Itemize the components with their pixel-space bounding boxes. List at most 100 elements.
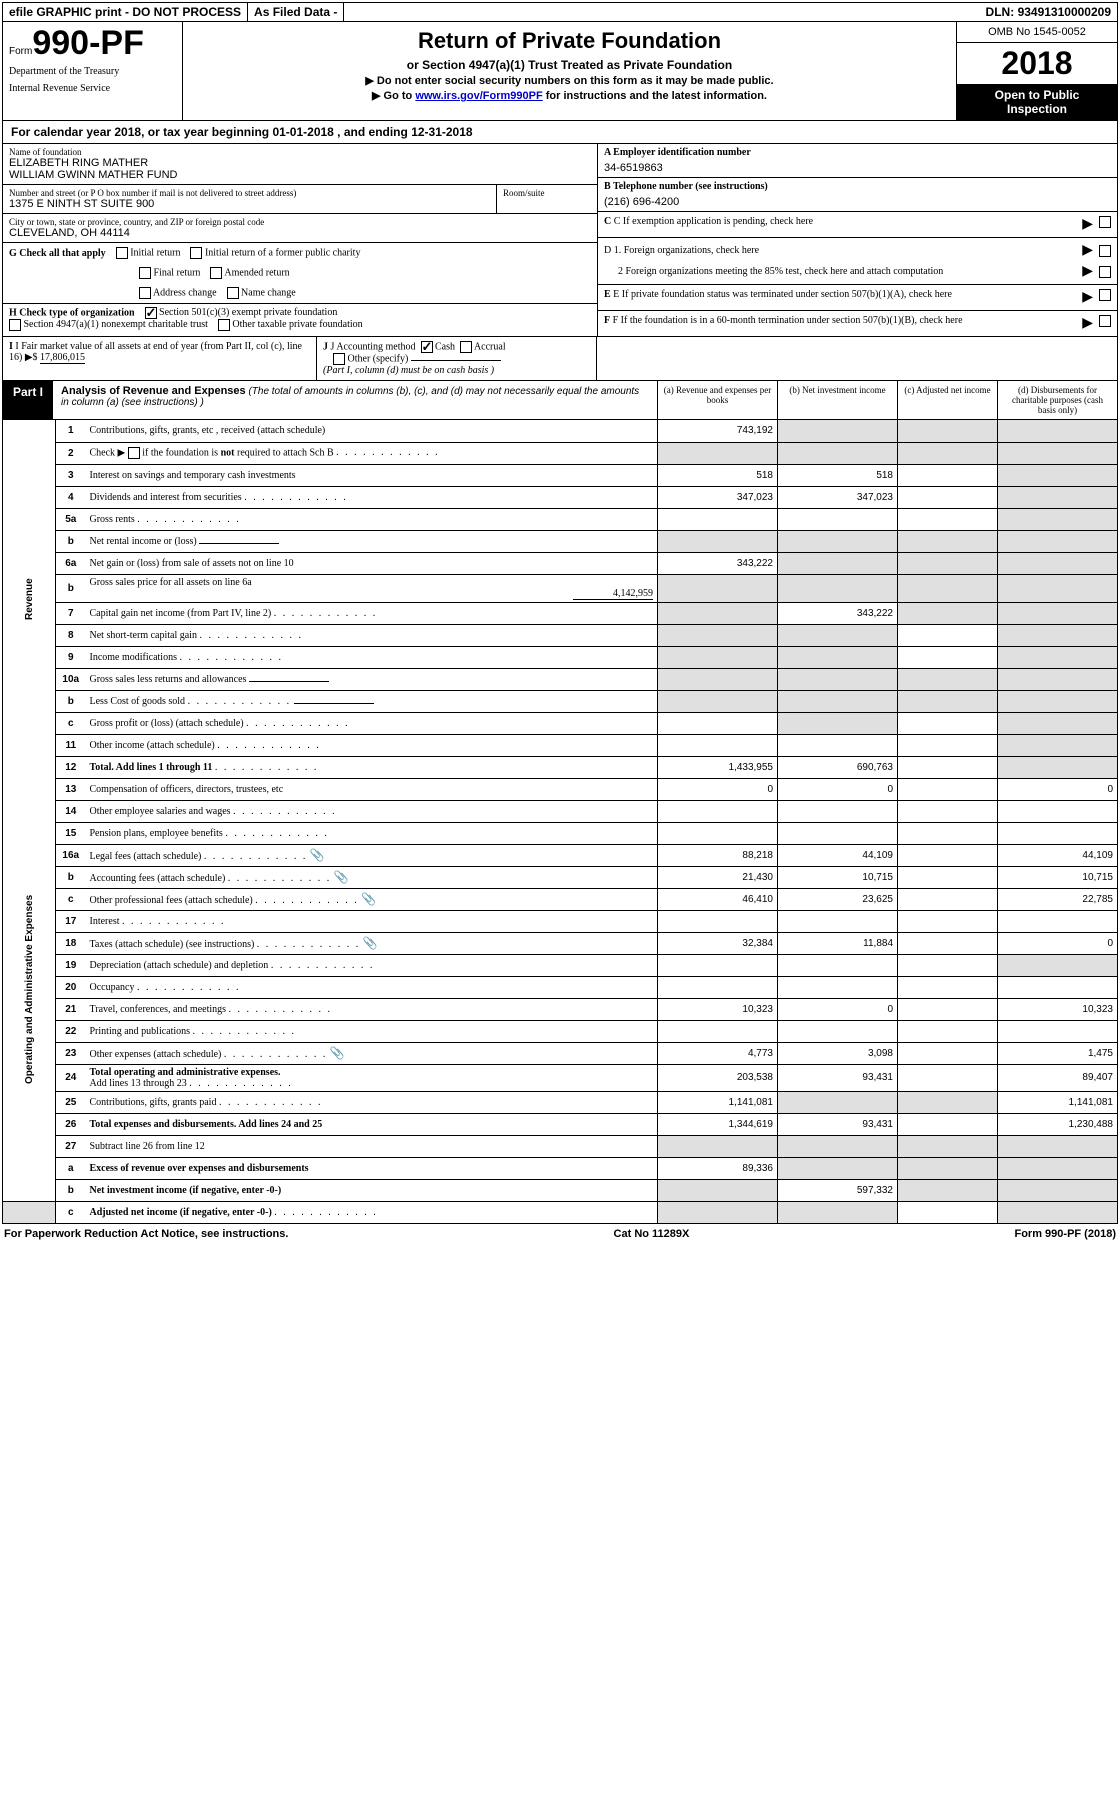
arrow-icon: ▶ [1082,242,1093,259]
table-row: 5aGross rents [3,508,1118,530]
attach-icon[interactable]: 📎 [363,936,378,950]
section-c: C C If exemption application is pending,… [598,212,1117,238]
top-bar: efile GRAPHIC print - DO NOT PROCESS As … [2,2,1118,22]
section-i-j: I I Fair market value of all assets at e… [2,337,1118,381]
phone-cell: B Telephone number (see instructions) (2… [598,178,1117,212]
cb-status-terminated[interactable] [1099,289,1111,301]
header-mid: Return of Private Foundation or Section … [183,22,957,120]
as-filed: As Filed Data - [248,3,344,21]
cb-initial-former[interactable]: Initial return of a former public charit… [190,247,360,259]
part1-table: Revenue 1Contributions, gifts, grants, e… [2,420,1118,1224]
form-header: Form990-PF Department of the Treasury In… [2,22,1118,121]
info-left: Name of foundation ELIZABETH RING MATHER… [3,144,597,336]
cb-other-method[interactable] [333,353,345,365]
form-number: 990-PF [32,24,144,62]
arrow-icon: ▶ [1082,315,1093,332]
cb-501c3[interactable]: Section 501(c)(3) exempt private foundat… [145,307,338,318]
table-row: 11Other income (attach schedule) [3,734,1118,756]
part-description: Analysis of Revenue and Expenses (The to… [53,381,657,419]
section-i: I I Fair market value of all assets at e… [3,337,317,380]
cb-sch-b[interactable] [128,447,140,459]
form-subtitle: or Section 4947(a)(1) Trust Treated as P… [193,58,946,72]
table-row: 18Taxes (attach schedule) (see instructi… [3,932,1118,954]
goto-notice: ▶ Go to www.irs.gov/Form990PF for instru… [193,89,946,102]
footer: For Paperwork Reduction Act Notice, see … [2,1224,1118,1244]
table-row: 22Printing and publications [3,1020,1118,1042]
table-row: 8Net short-term capital gain [3,624,1118,646]
ssn-notice: ▶ Do not enter social security numbers o… [193,74,946,87]
cat-number: Cat No 11289X [614,1228,690,1240]
part-label: Part I [3,381,53,419]
table-row: cGross profit or (loss) (attach schedule… [3,712,1118,734]
table-row: bNet investment income (if negative, ent… [3,1179,1118,1201]
col-d-header: (d) Disbursements for charitable purpose… [997,381,1117,419]
cb-cash[interactable] [421,341,433,353]
attach-icon[interactable]: 📎 [330,1046,345,1060]
irs-label: Internal Revenue Service [9,83,176,94]
cb-address-change[interactable]: Address change [139,287,217,299]
dln: DLN: 93491310000209 [980,3,1117,21]
cb-final-return[interactable]: Final return [139,267,200,279]
col-c-header: (c) Adjusted net income [897,381,997,419]
arrow-icon: ▶ [1082,216,1093,233]
calendar-year-row: For calendar year 2018, or tax year begi… [2,121,1118,144]
cb-exemption-pending[interactable] [1099,216,1111,228]
table-row: 27Subtract line 26 from line 12 [3,1135,1118,1157]
table-row: aExcess of revenue over expenses and dis… [3,1157,1118,1179]
table-row: 19Depreciation (attach schedule) and dep… [3,954,1118,976]
table-row: 10aGross sales less returns and allowanc… [3,668,1118,690]
section-j: J J Accounting method Cash Accrual Other… [317,337,597,380]
form-title: Return of Private Foundation [193,28,946,54]
efile-notice: efile GRAPHIC print - DO NOT PROCESS [3,3,248,21]
section-f: F F If the foundation is in a 60-month t… [598,311,1117,336]
table-row: 4Dividends and interest from securities … [3,486,1118,508]
cb-accrual[interactable] [460,341,472,353]
table-row: 16aLegal fees (attach schedule) 📎88,2184… [3,844,1118,866]
table-row: 20Occupancy [3,976,1118,998]
part1-header: Part I Analysis of Revenue and Expenses … [2,381,1118,420]
form-footer: Form 990-PF (2018) [1014,1228,1116,1240]
table-row: 15Pension plans, employee benefits [3,822,1118,844]
revenue-label: Revenue [3,420,56,778]
foundation-name-cell: Name of foundation ELIZABETH RING MATHER… [3,144,597,185]
table-row: bAccounting fees (attach schedule) 📎21,4… [3,866,1118,888]
info-grid: Name of foundation ELIZABETH RING MATHER… [2,144,1118,337]
table-row: 6aNet gain or (loss) from sale of assets… [3,552,1118,574]
cb-other-taxable[interactable]: Other taxable private foundation [218,319,363,330]
cb-initial-return[interactable]: Initial return [116,247,181,259]
city-cell: City or town, state or province, country… [3,214,597,243]
cb-foreign-org[interactable] [1099,245,1111,257]
header-right: OMB No 1545-0052 2018 Open to Public Ins… [957,22,1117,120]
info-right: A Employer identification number 34-6519… [597,144,1117,336]
cb-60-month[interactable] [1099,315,1111,327]
table-row: Revenue 1Contributions, gifts, grants, e… [3,420,1118,442]
dept-treasury: Department of the Treasury [9,66,176,77]
col-b-header: (b) Net investment income [777,381,897,419]
table-row: 3Interest on savings and temporary cash … [3,464,1118,486]
cb-foreign-85[interactable] [1099,266,1111,278]
ein-cell: A Employer identification number 34-6519… [598,144,1117,178]
table-row: cAdjusted net income (if negative, enter… [3,1201,1118,1223]
table-row: 23Other expenses (attach schedule) 📎4,77… [3,1042,1118,1064]
attach-icon[interactable]: 📎 [310,848,325,862]
arrow-icon: ▶ [1082,263,1093,280]
table-row: 2Check ▶ if the foundation is not requir… [3,442,1118,464]
table-row: 25Contributions, gifts, grants paid 1,14… [3,1091,1118,1113]
fmv-value: 17,806,015 [40,352,85,364]
cb-4947[interactable]: Section 4947(a)(1) nonexempt charitable … [9,319,208,330]
table-row: bLess Cost of goods sold [3,690,1118,712]
irs-link[interactable]: www.irs.gov/Form990PF [415,90,542,102]
table-row: Operating and Administrative Expenses 13… [3,778,1118,800]
table-row: 9Income modifications [3,646,1118,668]
section-h: H Check type of organization Section 501… [3,304,597,334]
section-g: G Check all that apply Initial return In… [3,243,597,304]
table-row: 21Travel, conferences, and meetings 10,3… [3,998,1118,1020]
attach-icon[interactable]: 📎 [361,892,376,906]
table-row: bNet rental income or (loss) [3,530,1118,552]
cb-amended-return[interactable]: Amended return [210,267,289,279]
attach-icon[interactable]: 📎 [334,870,349,884]
cb-name-change[interactable]: Name change [227,287,296,299]
section-d: D 1. Foreign organizations, check here ▶… [598,238,1117,285]
table-row: cOther professional fees (attach schedul… [3,888,1118,910]
table-row: bGross sales price for all assets on lin… [3,574,1118,602]
